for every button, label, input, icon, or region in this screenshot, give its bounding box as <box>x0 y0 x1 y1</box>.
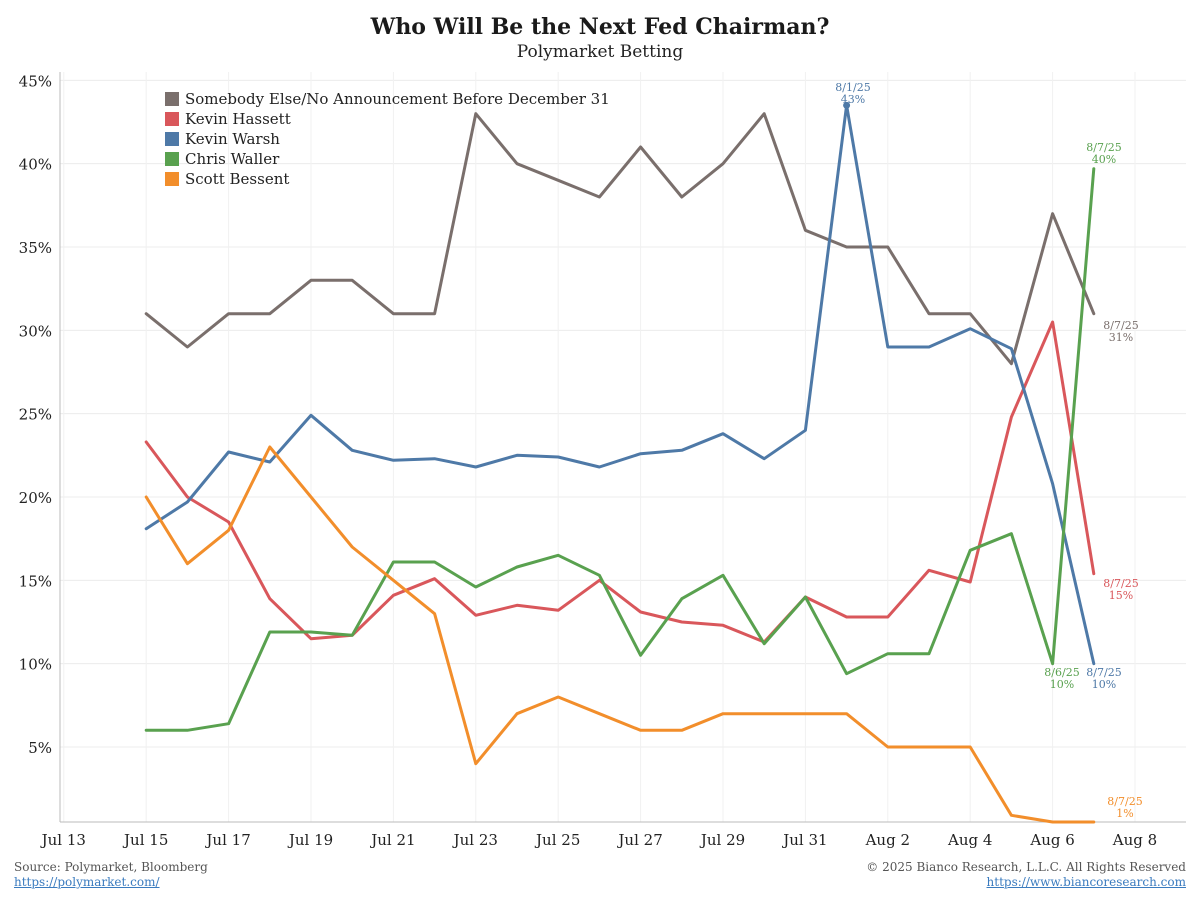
x-tick-label: Aug 2 <box>865 831 910 849</box>
legend-item: Scott Bessent <box>165 169 610 189</box>
series-line-scott-bessent <box>144 445 1096 824</box>
legend-swatch <box>165 92 179 106</box>
source-link[interactable]: https://polymarket.com/ <box>14 875 160 889</box>
x-tick-label: Jul 27 <box>616 831 662 849</box>
y-tick-label: 45% <box>19 72 52 90</box>
legend-item: Somebody Else/No Announcement Before Dec… <box>165 89 610 109</box>
annotation-date: 8/7/25 <box>1103 319 1138 332</box>
axes: 5% 10% 15% 20% 25% 30% 35% 40% 45% Jul 13 Jul 15 Ju… <box>19 72 1186 849</box>
legend-label: Chris Waller <box>185 150 280 168</box>
annotation-value: 15% <box>1109 589 1133 602</box>
x-tick-label: Jul 19 <box>287 831 333 849</box>
x-tick-label: Jul 25 <box>534 831 580 849</box>
footer-copyright: © 2025 Bianco Research, L.L.C. All Right… <box>866 860 1186 890</box>
annotation-value: 1% <box>1116 807 1133 820</box>
legend-label: Scott Bessent <box>185 170 290 188</box>
x-tick-label: Jul 29 <box>699 831 745 849</box>
footer-source: Source: Polymarket, Bloomberg https://po… <box>14 860 208 890</box>
series-line-kevin-warsh <box>144 103 1096 666</box>
x-tick-label: Jul 13 <box>40 831 86 849</box>
y-tick-label: 15% <box>19 572 52 590</box>
x-tick-label: Aug 4 <box>947 831 992 849</box>
peak-marker <box>843 101 851 109</box>
chart-title: Who Will Be the Next Fed Chairman? <box>370 14 830 40</box>
legend-item: Chris Waller <box>165 149 610 169</box>
annotation-date: 8/7/25 <box>1103 577 1138 590</box>
y-tick-label: 20% <box>19 489 52 507</box>
series-line-somebody-else-no-announcement-before-december-31 <box>144 112 1096 366</box>
legend-swatch <box>165 152 179 166</box>
legend-swatch <box>165 132 179 146</box>
x-tick-label: Aug 8 <box>1112 831 1157 849</box>
series-lines <box>144 101 1096 824</box>
x-tick-label: Aug 6 <box>1029 831 1074 849</box>
annotation-value: 43% <box>841 93 865 106</box>
annotation-date: 8/7/25 <box>1107 795 1142 808</box>
source-text: Source: Polymarket, Bloomberg <box>14 860 208 874</box>
x-tick-label: Jul 15 <box>122 831 168 849</box>
annotation-date: 8/7/25 <box>1086 666 1121 679</box>
annotation-value: 10% <box>1092 678 1116 691</box>
annotation-date: 8/7/25 <box>1086 141 1121 154</box>
gridlines <box>60 72 1186 822</box>
annotations: 8/1/2543%8/7/2540%8/7/2531%8/7/2515%8/6/… <box>835 81 1142 820</box>
y-tick-label: 5% <box>28 739 52 757</box>
x-tick-label: Jul 23 <box>452 831 498 849</box>
annotation-date: 8/1/25 <box>835 81 870 94</box>
legend-label: Kevin Warsh <box>185 130 280 148</box>
legend-label: Somebody Else/No Announcement Before Dec… <box>185 90 610 108</box>
chart-subtitle: Polymarket Betting <box>516 42 684 62</box>
copyright-text: © 2025 Bianco Research, L.L.C. All Right… <box>866 860 1186 874</box>
y-tick-label: 25% <box>19 406 52 424</box>
annotation-value: 31% <box>1109 331 1133 344</box>
annotation-value: 40% <box>1092 153 1116 166</box>
site-link[interactable]: https://www.biancoresearch.com <box>986 875 1186 889</box>
legend-item: Kevin Warsh <box>165 129 610 149</box>
series-line-chris-waller <box>144 167 1096 732</box>
legend-label: Kevin Hassett <box>185 110 291 128</box>
y-tick-label: 30% <box>19 322 52 340</box>
y-tick-label: 35% <box>19 239 52 257</box>
y-tick-label: 40% <box>19 156 52 174</box>
legend-swatch <box>165 112 179 126</box>
legend-item: Kevin Hassett <box>165 109 610 129</box>
y-tick-label: 10% <box>19 656 52 674</box>
legend: Somebody Else/No Announcement Before Dec… <box>165 89 610 189</box>
legend-swatch <box>165 172 179 186</box>
x-tick-label: Jul 21 <box>369 831 415 849</box>
annotation-date: 8/6/25 <box>1044 666 1079 679</box>
annotation-value: 10% <box>1050 678 1074 691</box>
x-tick-label: Jul 31 <box>781 831 827 849</box>
x-tick-label: Jul 17 <box>204 831 250 849</box>
